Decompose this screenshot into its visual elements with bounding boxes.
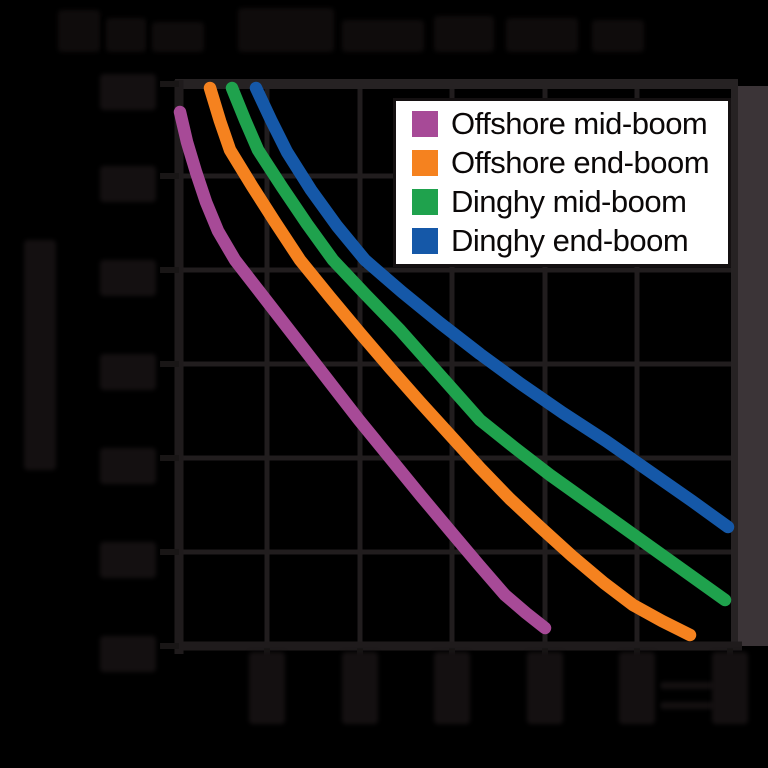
y-axis-title-smudge	[24, 240, 56, 470]
chart-title-smudge	[434, 16, 494, 52]
chart-title-smudge	[506, 18, 578, 52]
x-tick-label-smudge	[434, 652, 470, 724]
legend-swatch-offshore-end-boom	[412, 150, 438, 176]
y-axis-tick	[160, 267, 179, 273]
y-tick-label-smudge	[100, 74, 156, 110]
curve-offshore-mid-boom	[173, 105, 552, 635]
horizontal-gridline	[179, 455, 734, 461]
horizontal-gridline	[179, 549, 734, 555]
legend-swatch-offshore-mid-boom	[412, 111, 438, 137]
x-tick-label-smudge	[249, 652, 285, 724]
legend-swatch-dinghy-end-boom	[412, 228, 438, 254]
y-axis-tick	[160, 173, 179, 179]
curve-dinghy-end-boom	[249, 81, 735, 534]
y-tick-label-smudge	[100, 636, 156, 672]
chart-title-smudge	[152, 22, 204, 52]
x-tick-label-smudge	[527, 652, 563, 724]
y-tick-label-smudge	[100, 260, 156, 296]
curve-offshore-end-boom	[203, 81, 697, 642]
legend-label-offshore-end-boom: Offshore end-boom	[451, 145, 710, 180]
legend-box: Offshore mid-boom Offshore end-boom Ding…	[393, 98, 731, 267]
chart-title-smudge	[592, 20, 644, 52]
y-axis-tick	[160, 549, 179, 555]
legend-label-offshore-mid-boom: Offshore mid-boom	[451, 106, 708, 141]
y-tick-label-smudge	[100, 542, 156, 578]
legend-item-offshore-mid-boom: Offshore mid-boom	[412, 105, 728, 144]
horizontal-gridline	[179, 361, 734, 367]
x-tick-label-smudge	[712, 652, 748, 724]
y-axis-tick	[160, 361, 179, 367]
chart-title-smudge	[58, 10, 100, 52]
x-axis-extra-stroke-smudge	[660, 702, 738, 709]
legend-label-dinghy-end-boom: Dinghy end-boom	[451, 223, 689, 258]
plot-right-frame	[731, 84, 738, 646]
chart-title-smudge	[342, 20, 424, 52]
curve-dinghy-mid-boom	[225, 81, 732, 607]
legend-label-dinghy-mid-boom: Dinghy mid-boom	[451, 184, 687, 219]
y-axis-tick	[160, 455, 179, 461]
chart-title-smudge	[106, 18, 146, 52]
x-tick-label-smudge	[619, 652, 655, 724]
x-axis-line	[175, 641, 742, 651]
x-axis-extra-stroke-smudge	[660, 682, 738, 689]
y-tick-label-smudge	[100, 354, 156, 390]
legend-item-dinghy-mid-boom: Dinghy mid-boom	[412, 183, 728, 222]
plot-top-frame	[175, 79, 738, 89]
legend-item-offshore-end-boom: Offshore end-boom	[412, 144, 728, 183]
y-axis-tick	[160, 643, 179, 649]
chart-title-smudge	[238, 8, 334, 52]
legend-swatch-dinghy-mid-boom	[412, 189, 438, 215]
y-tick-label-smudge	[100, 166, 156, 202]
legend-item-dinghy-end-boom: Dinghy end-boom	[412, 222, 728, 261]
horizontal-gridline	[179, 267, 734, 273]
x-tick-label-smudge	[342, 652, 378, 724]
y-axis-tick	[160, 81, 179, 87]
y-tick-label-smudge	[100, 448, 156, 484]
right-gray-band	[737, 86, 768, 646]
